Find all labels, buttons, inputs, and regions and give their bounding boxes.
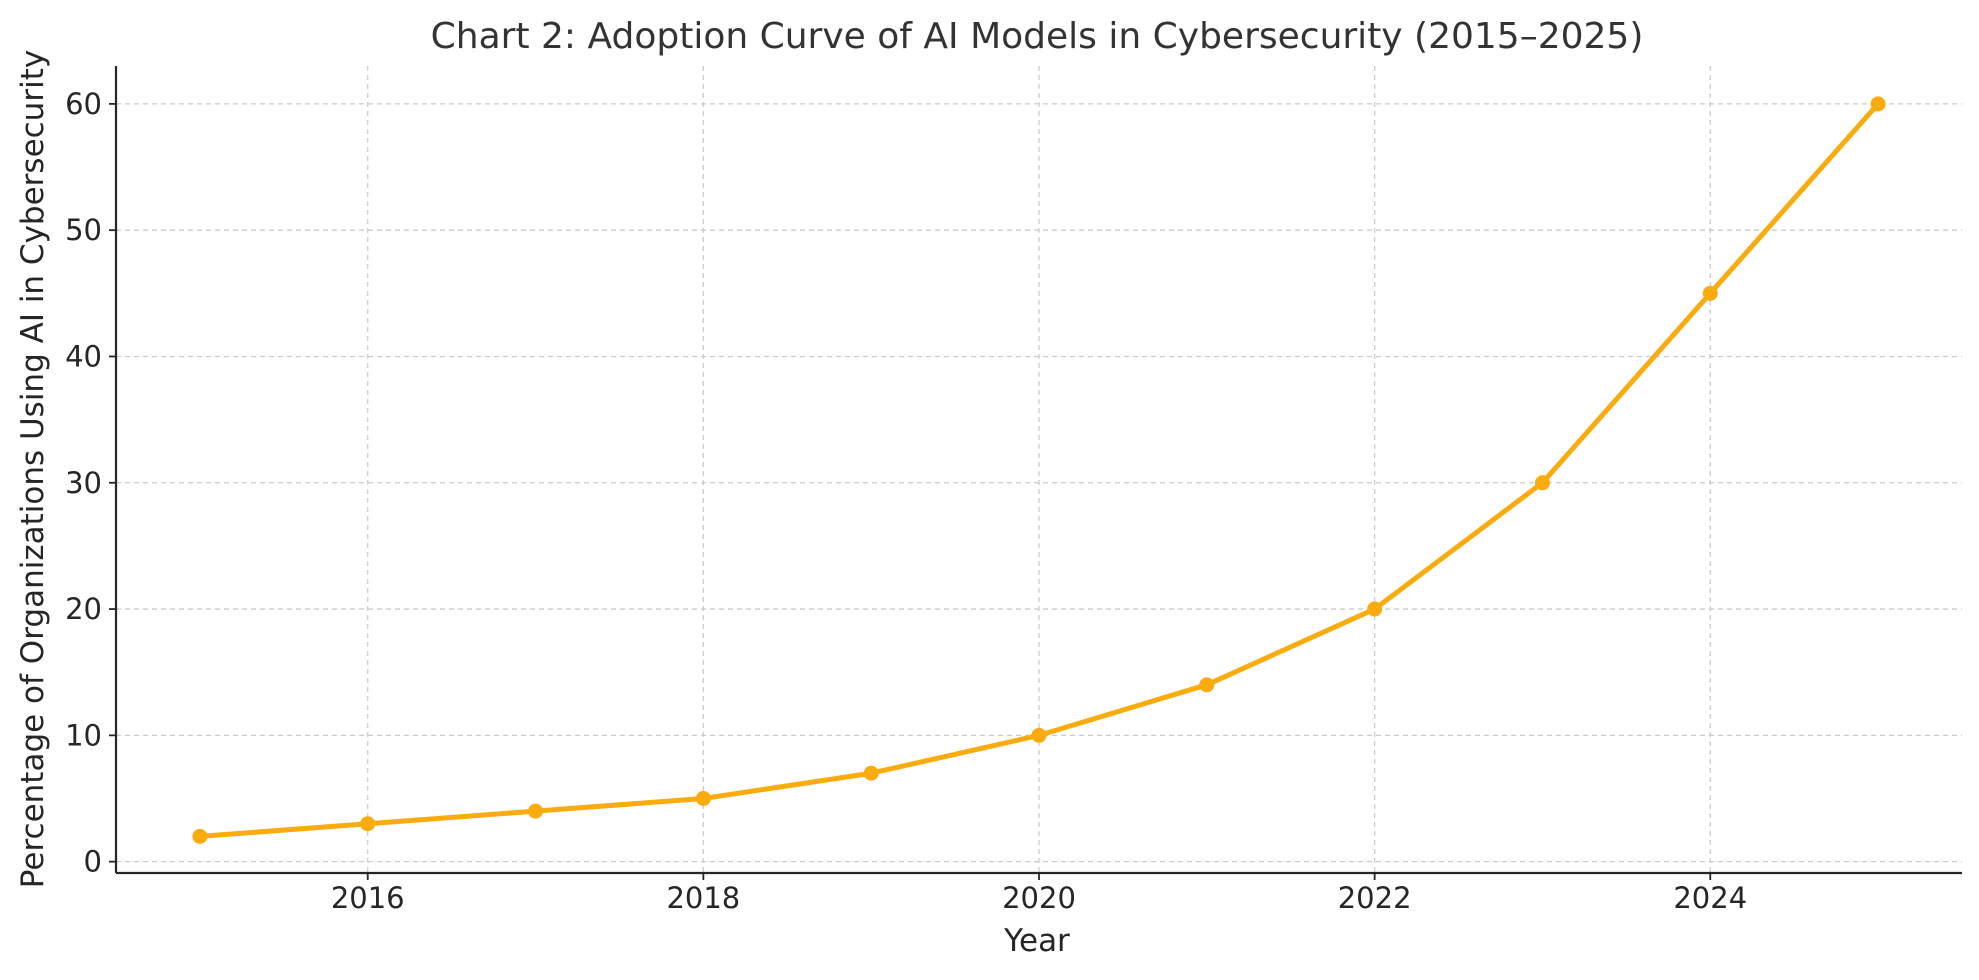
data-point — [1367, 601, 1383, 617]
x-tick-label: 2018 — [666, 881, 740, 915]
ticks: 0 10 20 30 40 50 60 2016 2018 2020 2022 2024 — [65, 87, 1747, 915]
y-axis-label: Percentage of Organizations Using AI in … — [15, 50, 51, 888]
y-tick-label: 50 — [65, 213, 102, 247]
y-tick-label: 20 — [65, 592, 102, 626]
x-tick-label: 2016 — [331, 881, 405, 915]
data-point — [1031, 727, 1047, 743]
y-tick-label: 30 — [65, 466, 102, 500]
data-point — [1870, 96, 1886, 112]
grid — [116, 66, 1962, 873]
data-point — [192, 828, 208, 844]
x-tick-label: 2020 — [1002, 881, 1076, 915]
data-point — [360, 816, 376, 832]
data-point — [695, 790, 711, 806]
data-point — [863, 765, 879, 781]
series — [192, 96, 1886, 844]
x-tick-label: 2024 — [1673, 881, 1747, 915]
chart-title: Chart 2: Adoption Curve of AI Models in … — [431, 16, 1644, 57]
y-tick-label: 40 — [65, 339, 102, 373]
data-point — [1702, 285, 1718, 301]
data-point — [1199, 677, 1215, 693]
y-tick-label: 60 — [65, 87, 102, 121]
data-point — [528, 803, 544, 819]
x-axis-label: Year — [1003, 923, 1070, 959]
y-tick-label: 0 — [84, 845, 102, 879]
data-point — [1534, 475, 1550, 491]
y-tick-label: 10 — [65, 718, 102, 752]
x-tick-label: 2022 — [1338, 881, 1412, 915]
